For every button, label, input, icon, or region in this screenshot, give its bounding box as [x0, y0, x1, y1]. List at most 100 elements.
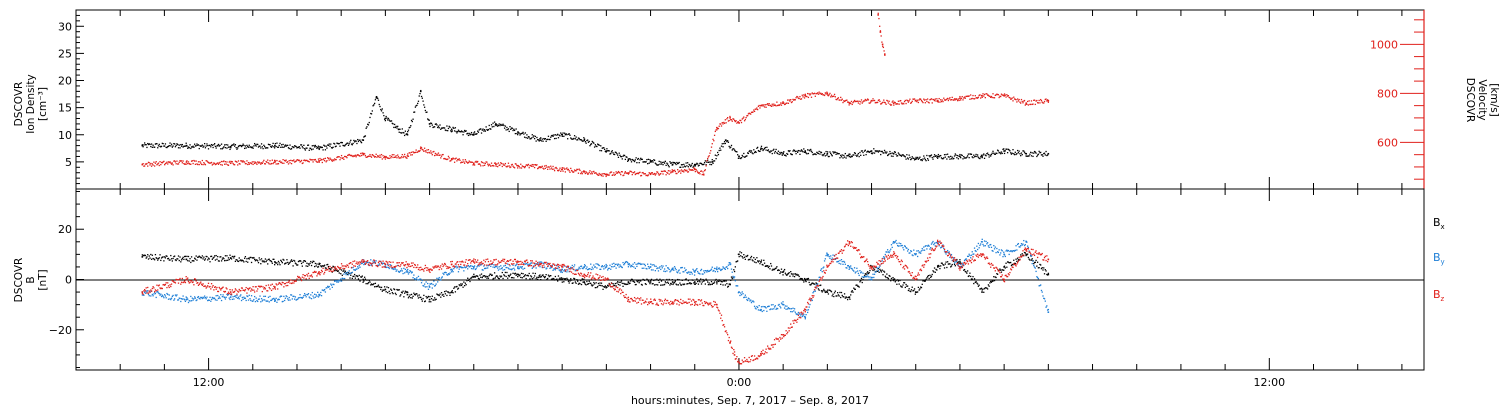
top-series-1-trace-dot	[955, 98, 957, 100]
bottom-series-0-trace-dot	[1043, 273, 1046, 275]
bottom-series-1-trace-dot	[600, 268, 602, 271]
bottom-series-0-trace-dot	[580, 279, 582, 282]
bottom-series-1-trace-dot	[776, 307, 778, 309]
bottom-series-0-trace-dot	[912, 290, 914, 292]
top-series-0-trace-dot	[530, 137, 533, 139]
top-series-1-trace-dot	[803, 94, 805, 96]
bottom-series-1-trace-dot	[914, 254, 916, 256]
bottom-series-1-trace-dot	[723, 267, 725, 269]
top-series-1-trace-dot	[943, 97, 945, 99]
top-series-1-trace-dot	[492, 164, 494, 167]
bottom-series-0-trace-dot	[929, 274, 931, 276]
top-series-0-trace-dot	[222, 147, 224, 149]
bottom-series-1-trace-dot	[347, 274, 350, 276]
top-series-1-trace-dot	[203, 163, 206, 165]
top-series-0-trace-dot	[673, 161, 676, 164]
top-series-1-trace-dot	[976, 97, 979, 99]
top-series-1-trace-dot	[793, 98, 796, 101]
top-series-1-trace-dot	[700, 170, 702, 172]
top-series-1-trace-dot	[246, 160, 248, 162]
top-series-1-point	[384, 156, 387, 158]
top-series-1-trace-dot	[1016, 101, 1018, 103]
bottom-series-1-trace-dot	[291, 298, 293, 300]
bottom-series-0-trace-dot	[549, 275, 551, 277]
top-series-1-trace-dot	[779, 104, 781, 106]
bottom-series-1-trace-dot	[580, 265, 582, 268]
bottom-series-1-trace-dot	[536, 262, 538, 265]
bottom-series-0-trace-dot	[261, 260, 263, 262]
top-series-0-trace-dot	[170, 143, 173, 145]
bottom-series-1-trace-dot	[162, 295, 164, 297]
bottom-series-0-trace-dot	[601, 285, 603, 287]
top-series-0-trace-dot	[717, 151, 719, 154]
top-series-1-trace-dot	[459, 159, 461, 161]
top-series-1-trace-dot	[720, 123, 722, 125]
bottom-series-1-trace-dot	[590, 268, 593, 271]
top-series-1-trace-dot	[361, 152, 363, 154]
top-series-0-trace-dot	[527, 136, 530, 138]
top-series-1-trace-dot	[690, 169, 692, 171]
top-series-1-trace-dot	[513, 167, 516, 169]
bottom-series-0-trace-dot	[853, 288, 856, 290]
bottom-series-1-trace-dot	[710, 268, 713, 270]
top-series-0-trace-dot	[386, 117, 388, 119]
top-series-1-trace-dot	[966, 95, 968, 98]
top-series-1-trace-dot	[317, 161, 319, 163]
bottom-series-1-trace-dot	[434, 284, 437, 287]
top-series-0-trace-dot	[590, 143, 593, 145]
top-series-1-trace-dot	[727, 120, 730, 122]
top-series-0-trace-dot	[740, 157, 743, 159]
bottom-series-0-trace-dot	[545, 273, 547, 276]
bottom-series-1-trace-dot	[262, 299, 264, 301]
bottom-series-1-trace-dot	[538, 261, 540, 263]
top-series-0-trace-dot	[161, 142, 163, 145]
bottom-series-1-trace-dot	[609, 264, 611, 266]
top-series-1-trace-dot	[866, 98, 869, 100]
bottom-series-0-trace-dot	[367, 282, 370, 284]
top-series-0-trace-dot	[261, 146, 263, 148]
top-series-0-trace-dot	[928, 155, 930, 157]
top-series-1-trace-dot	[803, 97, 806, 99]
bottom-series-1-trace-dot	[638, 263, 640, 265]
bottom-series-1-trace-dot	[161, 294, 163, 296]
bottom-series-0-trace-dot	[748, 258, 750, 261]
bottom-series-1-trace-dot	[247, 299, 250, 301]
top-series-0-trace-dot	[836, 153, 839, 155]
top-series-0-trace-dot	[425, 111, 427, 114]
top-series-0-trace-dot	[614, 151, 617, 153]
top-series-0-trace-dot	[233, 145, 236, 147]
bottom-series-0-trace-dot	[966, 272, 968, 274]
top-series-1-trace-dot	[570, 167, 572, 170]
top-series-1-trace-dot	[614, 173, 617, 176]
bottom-series-1-trace-dot	[636, 265, 638, 268]
bottom-series-0-trace-dot	[411, 297, 413, 299]
top-series-0-trace-dot	[167, 145, 170, 147]
bottom-series-0-trace-dot	[630, 280, 632, 282]
bottom-series-0-trace-dot	[662, 279, 664, 281]
bottom-series-0-trace-dot	[152, 257, 154, 260]
top-series-0-trace-dot	[389, 120, 391, 122]
bottom-series-1-trace-dot	[420, 282, 423, 284]
bottom-series-0-trace-dot	[402, 290, 404, 292]
bottom-series-1-trace-dot	[701, 273, 703, 275]
bottom-series-0-trace-dot	[553, 278, 555, 280]
top-series-1-trace-dot	[704, 169, 706, 171]
top-series-1-trace-dot	[909, 98, 911, 100]
top-series-0-trace-dot	[587, 139, 589, 141]
top-series-0-trace-dot	[741, 154, 743, 157]
top-series-1-trace-dot	[845, 99, 847, 102]
top-series-1-trace-dot	[248, 163, 250, 165]
top-series-0-trace-dot	[392, 123, 394, 125]
top-series-0-trace-dot	[164, 143, 167, 145]
top-series-1-trace-dot	[856, 100, 858, 103]
bottom-series-0-trace-dot	[816, 282, 818, 285]
top-series-1-trace-dot	[715, 129, 717, 131]
top-series-0-trace-dot	[826, 151, 829, 153]
top-series-0-trace-dot	[353, 139, 355, 142]
top-series-1-trace-dot	[300, 159, 303, 162]
bottom-series-1-trace-dot	[232, 296, 234, 298]
bottom-series-0-trace-dot	[857, 285, 860, 287]
top-series-0-trace-dot	[403, 132, 405, 134]
top-series-1-point	[671, 171, 674, 173]
top-series-1-trace-dot	[330, 159, 333, 161]
